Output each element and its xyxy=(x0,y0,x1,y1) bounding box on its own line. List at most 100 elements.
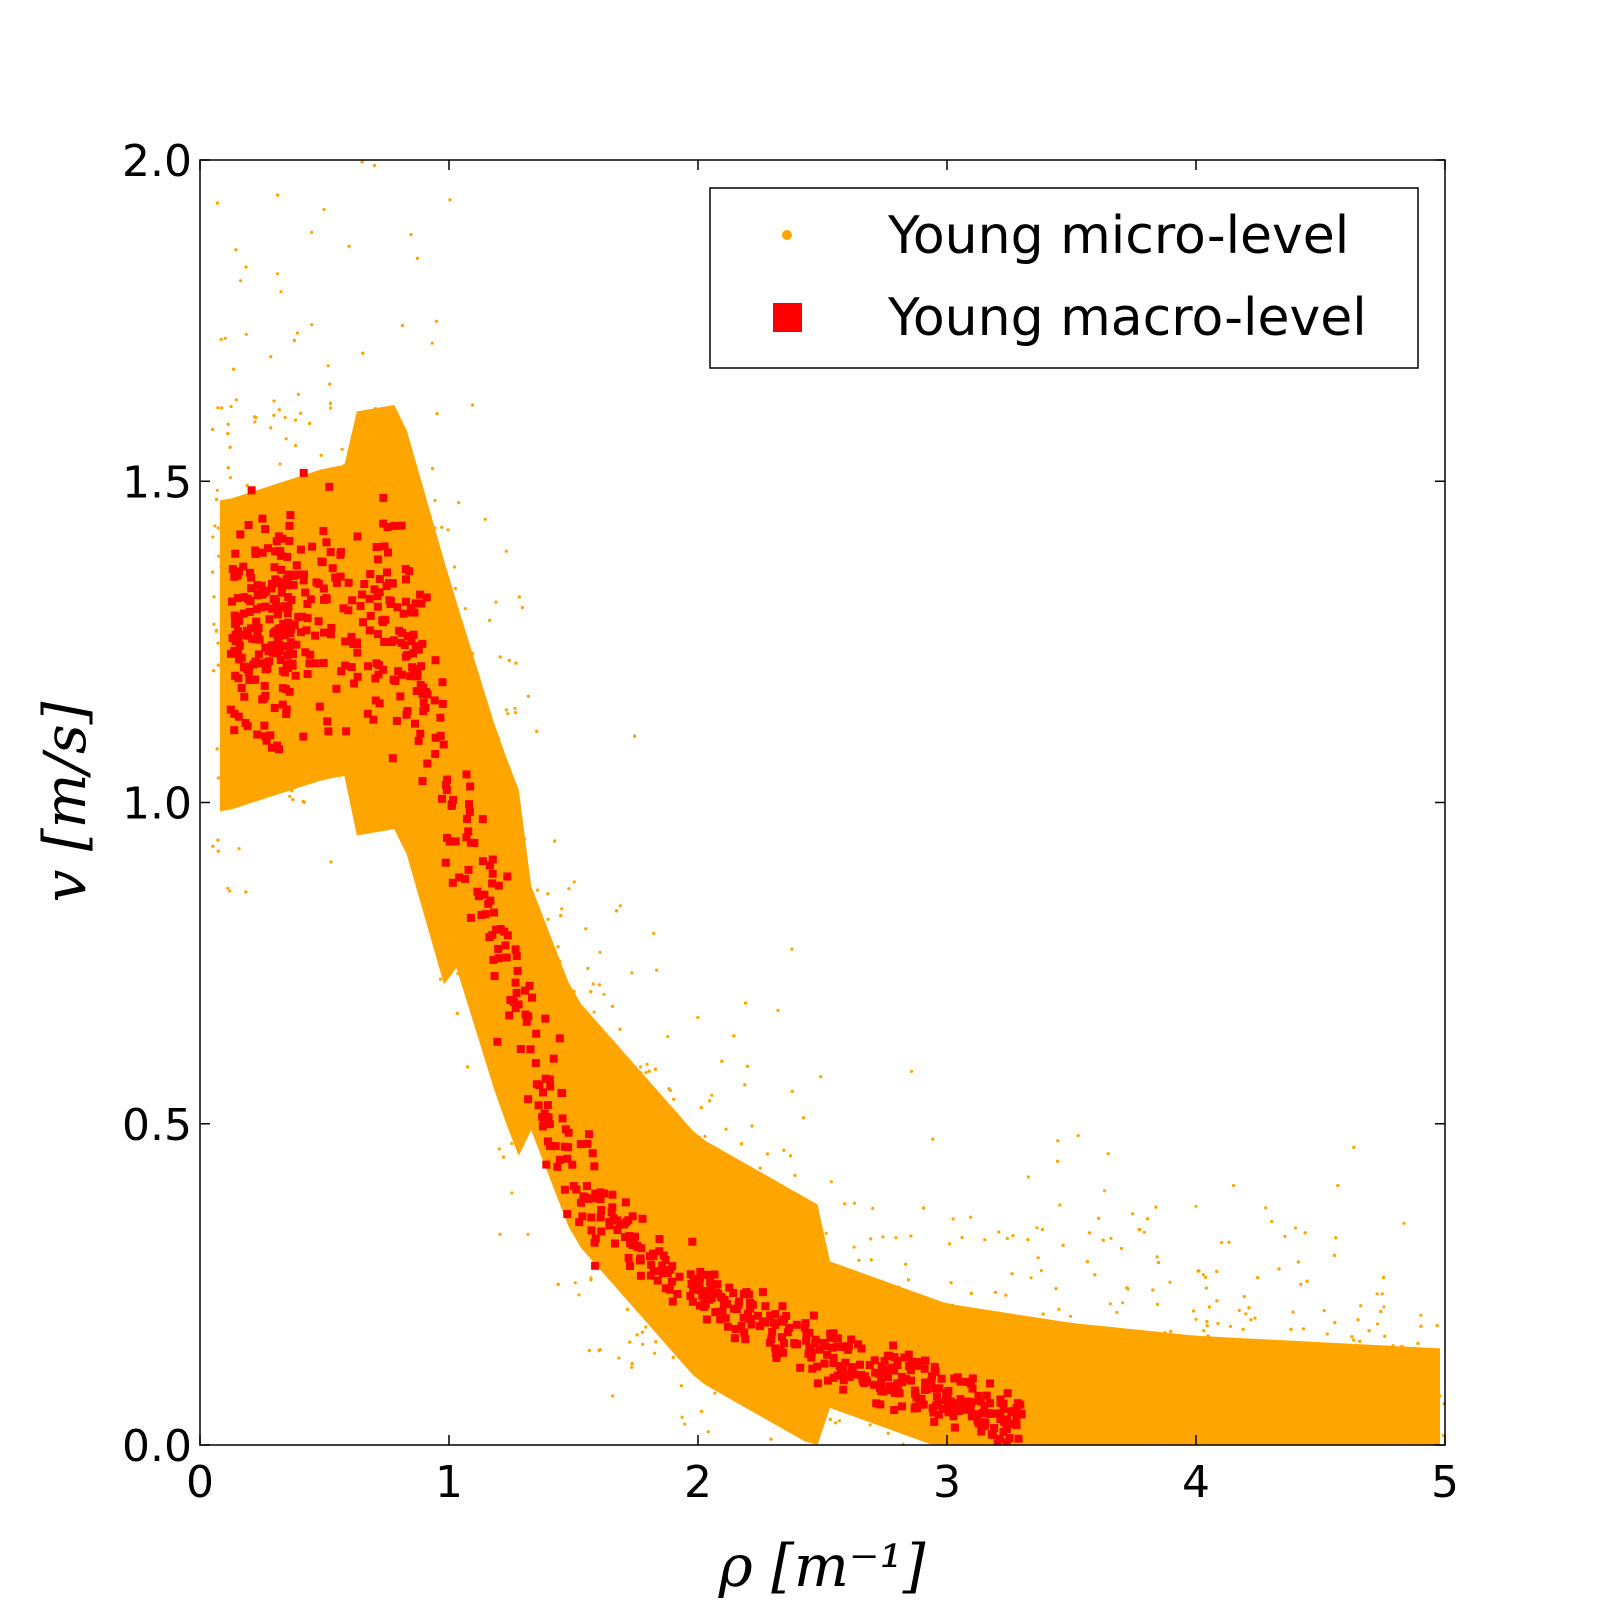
micro-point xyxy=(793,1294,797,1298)
macro-point xyxy=(653,1276,662,1285)
macro-point xyxy=(840,1342,848,1351)
micro-point xyxy=(417,538,421,542)
micro-point xyxy=(520,1105,525,1110)
macro-point xyxy=(384,548,392,557)
micro-point xyxy=(1163,1411,1167,1415)
micro-point xyxy=(574,1132,578,1136)
micro-point xyxy=(751,1288,755,1292)
macro-point xyxy=(262,736,271,745)
macro-point xyxy=(872,1399,881,1408)
macro-point xyxy=(379,493,388,502)
micro-point xyxy=(373,759,377,763)
micro-point xyxy=(1144,1433,1148,1437)
micro-point xyxy=(549,959,553,963)
micro-point xyxy=(618,1027,622,1031)
micro-point xyxy=(960,1235,964,1240)
micro-point xyxy=(553,977,557,981)
micro-point xyxy=(337,693,341,697)
micro-point xyxy=(214,497,219,502)
macro-point xyxy=(882,1365,890,1374)
micro-point xyxy=(550,1011,554,1015)
macro-point xyxy=(613,1226,622,1234)
micro-point xyxy=(937,1314,941,1318)
micro-point xyxy=(821,1297,825,1301)
micro-point xyxy=(1139,1427,1143,1431)
macro-point xyxy=(737,1322,746,1331)
macro-point xyxy=(978,1409,986,1418)
micro-point xyxy=(324,708,329,712)
micro-point xyxy=(237,847,241,851)
macro-point xyxy=(898,1378,907,1387)
macro-point xyxy=(977,1427,986,1436)
micro-point xyxy=(572,880,576,884)
macro-point xyxy=(607,1208,616,1217)
micro-point xyxy=(1166,1430,1170,1434)
micro-point xyxy=(757,1383,761,1388)
micro-point xyxy=(1417,1424,1422,1428)
micro-point xyxy=(1055,1423,1059,1427)
macro-point xyxy=(807,1348,816,1357)
micro-point xyxy=(448,753,452,757)
micro-point xyxy=(450,725,454,729)
macro-point xyxy=(353,672,362,681)
micro-point xyxy=(455,1011,459,1016)
x-tick-label: 0 xyxy=(186,1457,214,1508)
macro-point xyxy=(613,1216,622,1225)
micro-point xyxy=(400,323,405,328)
micro-point xyxy=(1250,1345,1254,1350)
micro-point xyxy=(1369,1352,1373,1356)
macro-point xyxy=(414,736,423,745)
micro-point xyxy=(520,956,524,960)
macro-point xyxy=(839,1376,848,1385)
macro-point xyxy=(910,1386,919,1395)
micro-point xyxy=(515,879,520,883)
micro-point xyxy=(286,548,291,553)
macro-point xyxy=(261,525,270,533)
micro-point xyxy=(372,163,376,168)
micro-point xyxy=(1026,1175,1030,1179)
micro-point xyxy=(1304,1354,1309,1358)
micro-point xyxy=(329,406,333,410)
micro-point xyxy=(243,757,247,762)
micro-point xyxy=(1215,1299,1219,1303)
micro-point xyxy=(332,693,336,697)
micro-point xyxy=(535,1130,540,1134)
micro-point xyxy=(296,392,300,396)
micro-point xyxy=(1291,1389,1295,1393)
macro-point xyxy=(233,594,242,603)
micro-point xyxy=(480,801,484,805)
micro-point xyxy=(1005,1236,1009,1241)
micro-point xyxy=(1419,1413,1423,1417)
micro-point xyxy=(272,696,276,700)
macro-point xyxy=(964,1398,973,1406)
micro-point xyxy=(1040,1322,1044,1326)
macro-point xyxy=(431,656,440,665)
micro-point xyxy=(1021,1318,1025,1322)
micro-point xyxy=(471,651,475,656)
macro-point xyxy=(577,1198,585,1207)
macro-point xyxy=(877,1362,886,1371)
micro-point xyxy=(784,1385,788,1389)
micro-point xyxy=(1204,1286,1208,1290)
micro-point xyxy=(757,1393,762,1397)
micro-point xyxy=(710,1159,714,1164)
micro-point xyxy=(1362,1404,1366,1408)
micro-point xyxy=(733,1262,737,1266)
macro-point xyxy=(995,1434,1004,1443)
micro-point xyxy=(328,401,333,405)
micro-point xyxy=(1166,1346,1170,1350)
macro-point xyxy=(496,925,505,933)
macro-point xyxy=(591,1234,600,1243)
micro-point xyxy=(488,804,492,808)
macro-point xyxy=(311,659,320,668)
micro-point xyxy=(1367,1329,1371,1333)
micro-point xyxy=(938,1339,942,1343)
macro-point xyxy=(661,1256,670,1264)
macro-point xyxy=(968,1384,977,1393)
macro-point xyxy=(303,614,312,623)
micro-point xyxy=(1376,1322,1380,1326)
macro-point xyxy=(399,609,408,618)
micro-point xyxy=(347,244,351,248)
macro-point xyxy=(488,855,497,864)
micro-point xyxy=(251,713,256,717)
